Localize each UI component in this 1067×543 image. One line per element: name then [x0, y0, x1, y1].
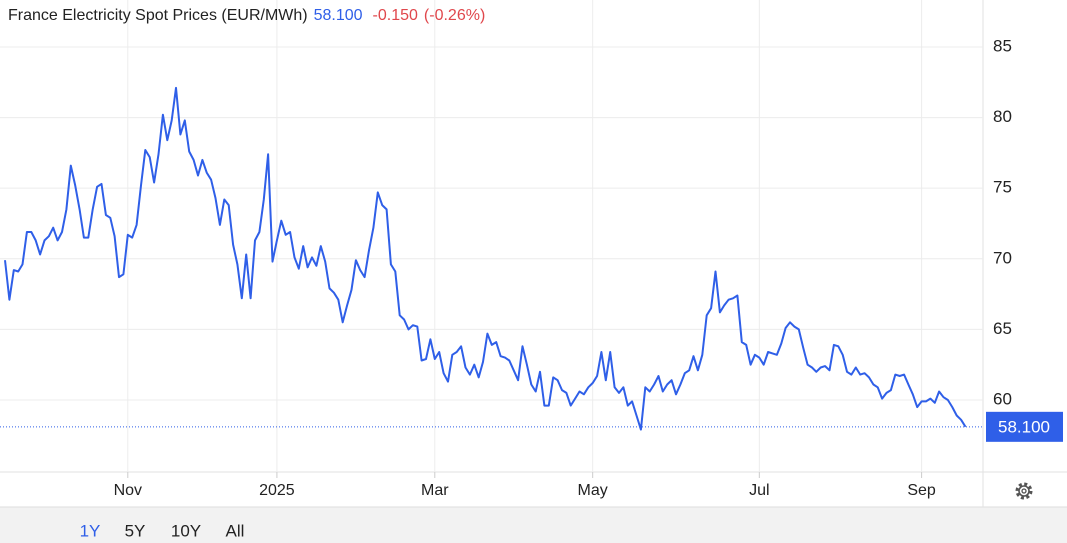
chart-title: France Electricity Spot Prices (EUR/MWh)…: [8, 7, 485, 24]
range-button[interactable]: 1Y: [80, 521, 101, 540]
gear-hub: [1021, 488, 1027, 494]
x-tick-label: Jul: [749, 482, 769, 499]
settings-icon[interactable]: [1015, 482, 1033, 500]
gear-ring: [1018, 485, 1030, 497]
range-button[interactable]: 5Y: [125, 521, 146, 540]
x-tick-label: 2025: [259, 482, 295, 499]
x-tick-label: Mar: [421, 482, 449, 499]
y-tick-label: 75: [993, 178, 1012, 197]
change: -0.150: [373, 7, 418, 24]
price: 58.100: [314, 7, 363, 24]
range-button[interactable]: 10Y: [171, 521, 201, 540]
range-button[interactable]: All: [226, 521, 245, 540]
x-tick-label: Sep: [907, 482, 936, 499]
y-tick-label: 65: [993, 319, 1012, 338]
price-line: [4, 86, 967, 431]
y-tick-label: 70: [993, 248, 1012, 267]
title-text: France Electricity Spot Prices (EUR/MWh): [8, 7, 308, 24]
gear-teeth: [1015, 482, 1033, 500]
x-tick-label: May: [578, 482, 608, 499]
last-price-box: [986, 411, 1063, 442]
change-pct: (-0.26%): [424, 7, 485, 24]
x-tick-label: Nov: [114, 482, 142, 499]
range-bar: [0, 507, 1067, 543]
y-tick-label: 80: [993, 107, 1012, 126]
y-tick-label: 85: [993, 36, 1012, 55]
last-price-label: 58.100: [998, 417, 1050, 436]
y-tick-label: 60: [993, 389, 1012, 408]
